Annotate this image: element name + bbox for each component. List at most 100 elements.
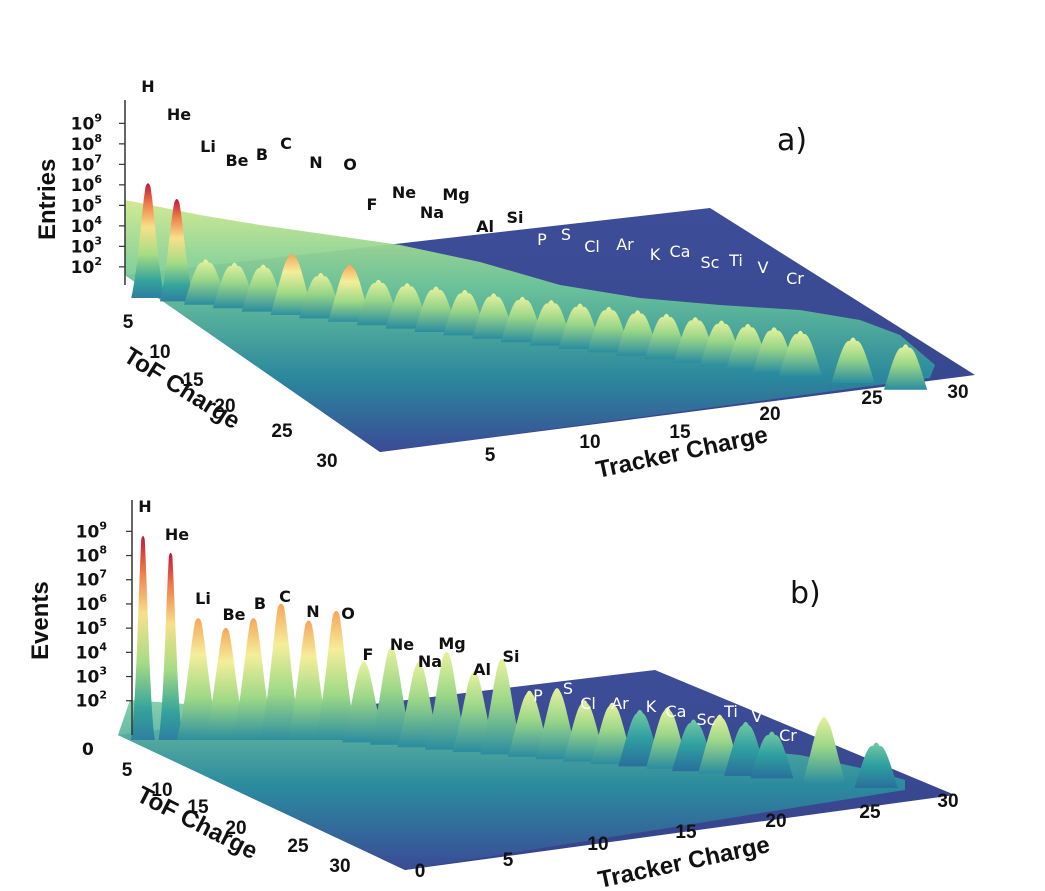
element-label-he: He — [167, 105, 191, 124]
element-label-na: Na — [418, 652, 442, 671]
peak-b — [231, 618, 275, 740]
element-label-p: P — [537, 230, 547, 249]
tracker-tick-label: 5 — [485, 445, 496, 466]
element-label-b: B — [254, 594, 266, 613]
element-label-be: Be — [225, 151, 248, 170]
tof-tick-label: 10 — [149, 342, 170, 363]
element-label-h: H — [141, 77, 154, 96]
tracker-tick-label: 30 — [937, 791, 958, 812]
element-label-ti: Ti — [723, 702, 738, 721]
z-tick-label: 108 — [71, 132, 102, 155]
tof-tick-label: 25 — [271, 421, 293, 442]
element-label-v: V — [752, 707, 763, 726]
element-label-ni: Ni — [893, 281, 909, 300]
element-label-ca: Ca — [666, 702, 687, 721]
peak-he — [160, 198, 194, 302]
element-label-sc: Sc — [697, 710, 716, 729]
peak-al — [472, 293, 516, 339]
tracker-tick-label: 30 — [947, 382, 968, 403]
z-tick-label: 105 — [71, 193, 102, 216]
z-tick-label: 108 — [76, 544, 107, 567]
peak-p — [507, 690, 551, 757]
tof-tick-label: 15 — [182, 370, 204, 391]
tracker-tick-label: 10 — [587, 834, 608, 855]
z-tick-label: 103 — [76, 665, 107, 688]
z-tick-label: 107 — [71, 152, 102, 175]
peak-h — [131, 535, 155, 740]
element-label-f: F — [367, 195, 378, 214]
peak-fe — [831, 337, 875, 383]
z-tick-label: 109 — [76, 519, 107, 542]
element-label-be: Be — [222, 605, 245, 624]
element-label-n: N — [309, 153, 322, 172]
tracker-tick-label: 15 — [675, 822, 697, 843]
tracker-ticks-b: 0 5 10 15 20 25 30 — [415, 791, 959, 882]
element-label-c: C — [280, 134, 292, 153]
element-label-n: N — [306, 602, 319, 621]
element-label-o: O — [341, 604, 355, 623]
element-label-li: Li — [200, 137, 216, 156]
tracker-tick-label: 20 — [765, 811, 786, 832]
peak-ne — [385, 283, 429, 329]
peak-f — [342, 661, 386, 743]
peak-fe — [802, 716, 846, 784]
peak-na — [414, 286, 458, 332]
tracker-tick-label: 25 — [861, 388, 883, 409]
z-tick-label: 105 — [76, 616, 107, 639]
peak-ni — [854, 742, 898, 788]
element-label-f: F — [363, 645, 374, 664]
peak-h — [131, 183, 165, 298]
panel-label-a: a) — [777, 123, 807, 158]
peak-f — [356, 279, 400, 326]
tracker-tick-label: 20 — [759, 404, 780, 425]
element-label-cr: Cr — [779, 726, 797, 745]
z-tick-label: 106 — [71, 173, 103, 196]
z-tick-label: 103 — [71, 234, 102, 257]
element-label-si: Si — [502, 647, 519, 666]
element-label-mg: Mg — [438, 634, 465, 653]
peak-cl — [563, 700, 607, 762]
element-label-p: P — [533, 686, 543, 705]
peak-k — [644, 313, 688, 360]
element-label-cl: Cl — [584, 237, 600, 256]
z-axis-label-a: Entries — [34, 159, 61, 240]
peak-ar — [590, 702, 634, 764]
element-label-k: K — [646, 697, 657, 716]
tof-tick-label: 25 — [287, 836, 309, 857]
z-tick-label: 107 — [76, 568, 107, 591]
peaks-a — [131, 183, 928, 390]
peak-b — [241, 264, 285, 312]
tof-tick-label: 5 — [123, 312, 134, 333]
element-label-sc: Sc — [701, 253, 720, 272]
z-tick-label: 106 — [76, 592, 108, 615]
element-label-fe: Fe — [841, 252, 859, 271]
element-label-s: S — [561, 225, 571, 244]
element-label-o: O — [343, 155, 357, 174]
peak-li — [184, 259, 228, 305]
tof-tick-label: 10 — [151, 780, 172, 801]
element-label-c: C — [279, 587, 291, 606]
peak-mg — [443, 289, 487, 336]
peak-c — [270, 253, 314, 315]
tracker-tick-label: 25 — [859, 802, 881, 823]
element-label-fe: Fe — [834, 708, 852, 727]
element-label-he: He — [165, 525, 189, 544]
tracker-tick-label: 15 — [669, 422, 691, 443]
tracker-tick-label: 0 — [415, 861, 426, 882]
element-label-ne: Ne — [390, 635, 414, 654]
tof-tick-label: 20 — [225, 818, 246, 839]
peak-o — [314, 610, 358, 740]
peaks-b — [131, 535, 898, 788]
element-label-s: S — [563, 679, 573, 698]
tof-axis-label-a: ToF Charge — [119, 342, 245, 435]
peak-n — [299, 272, 343, 319]
tof-ticks-b: 5 10 15 20 25 30 — [122, 760, 351, 877]
peak-n — [287, 620, 331, 740]
element-label-ar: Ar — [611, 694, 629, 713]
tracker-tick-label: 5 — [503, 850, 514, 871]
